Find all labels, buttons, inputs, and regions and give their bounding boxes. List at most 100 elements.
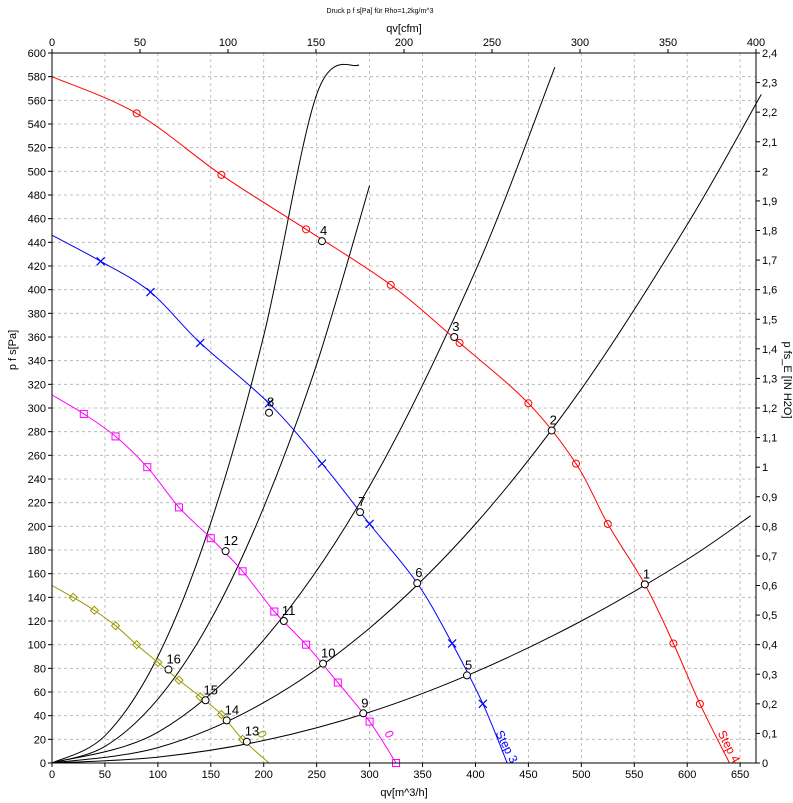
axes: 0 50 100 150 200 250 300 350 400 450 500 550 600 6500… bbox=[28, 37, 778, 781]
y-tick-label: 160 bbox=[28, 569, 46, 581]
y2-tick-label: 1,7 bbox=[762, 255, 777, 267]
operating-point-label-1: 1 bbox=[643, 566, 650, 581]
y2-tick-label: 1,1 bbox=[762, 433, 777, 445]
x-tick-label: 50 bbox=[99, 769, 111, 781]
series-1-marker bbox=[455, 338, 464, 347]
operating-point-11 bbox=[279, 617, 288, 625]
series-3-marker bbox=[206, 534, 215, 543]
series-4-marker bbox=[131, 639, 142, 650]
series-4-marker bbox=[237, 734, 248, 745]
series-4-marker bbox=[174, 675, 184, 685]
operating-point-5 bbox=[462, 671, 471, 680]
series-2-marker bbox=[96, 256, 106, 266]
y-tick-label: 20 bbox=[34, 734, 46, 746]
x2-tick-label: 200 bbox=[395, 37, 413, 49]
operating-point-label-10: 10 bbox=[321, 646, 335, 661]
operating-point-3 bbox=[450, 333, 459, 341]
top-axis-label: qv[cfm] bbox=[386, 23, 421, 35]
y2-tick-label: 2,1 bbox=[762, 137, 777, 149]
x-tick-label: 400 bbox=[466, 769, 484, 781]
x-tick-label: 600 bbox=[678, 769, 696, 781]
y-tick-label: 300 bbox=[28, 403, 46, 415]
series-2-marker bbox=[478, 699, 488, 709]
x2-tick-label: 400 bbox=[747, 37, 765, 49]
x-tick-label: 150 bbox=[202, 769, 220, 781]
operating-point-15 bbox=[201, 696, 210, 705]
x-axis-label: qv[m^3/h] bbox=[380, 787, 427, 799]
y-tick-label: 140 bbox=[28, 592, 46, 604]
series-1-marker bbox=[603, 519, 612, 528]
operating-point-label-4: 4 bbox=[320, 223, 327, 238]
series-1-marker bbox=[217, 170, 226, 179]
series-1-marker bbox=[572, 459, 581, 468]
y2-tick-label: 2,3 bbox=[762, 78, 777, 90]
y-tick-label: 440 bbox=[28, 237, 46, 249]
series-label-2: Step 3 bbox=[493, 728, 521, 766]
y2-tick-label: 0,8 bbox=[762, 521, 777, 533]
y-tick-label: 40 bbox=[34, 711, 46, 723]
system-curve-1 bbox=[51, 515, 751, 764]
grid bbox=[52, 53, 756, 763]
y-tick-label: 220 bbox=[28, 498, 46, 510]
series-line-4 bbox=[51, 585, 270, 764]
x-tick-label: 550 bbox=[625, 769, 643, 781]
series-1-marker bbox=[695, 699, 704, 708]
y2-tick-label: 0,2 bbox=[762, 699, 777, 711]
y-tick-label: 540 bbox=[28, 119, 46, 131]
x-tick-label: 200 bbox=[255, 769, 273, 781]
series-3-marker bbox=[302, 640, 311, 649]
y2-tick-label: 0,1 bbox=[762, 728, 777, 740]
operating-point-label-7: 7 bbox=[358, 494, 365, 509]
y2-tick-label: 0,3 bbox=[762, 669, 777, 681]
x-tick-label: 250 bbox=[307, 769, 325, 781]
y-tick-label: 0 bbox=[40, 758, 46, 770]
series-line-1 bbox=[51, 76, 730, 764]
x-tick-label: 0 bbox=[49, 769, 55, 781]
y2-tick-label: 0,5 bbox=[762, 610, 777, 622]
series-2-marker bbox=[264, 398, 274, 408]
y2-tick-label: 0,9 bbox=[762, 492, 777, 504]
y-tick-label: 460 bbox=[28, 214, 46, 226]
series-4-marker bbox=[110, 621, 121, 631]
series-1-marker bbox=[386, 280, 395, 289]
x2-tick-label: 0 bbox=[49, 37, 55, 49]
y2-tick-label: 2 bbox=[762, 166, 768, 178]
y-tick-label: 100 bbox=[28, 640, 46, 652]
operating-point-1 bbox=[640, 580, 649, 589]
series-4-marker bbox=[153, 657, 163, 668]
y2-tick-label: 1 bbox=[762, 462, 768, 474]
operating-point-10 bbox=[319, 659, 328, 668]
operating-point-label-8: 8 bbox=[267, 395, 274, 410]
system-curve-2 bbox=[51, 94, 762, 764]
x2-tick-label: 150 bbox=[307, 37, 325, 49]
y-tick-label: 480 bbox=[28, 190, 46, 202]
operating-point-label-16: 16 bbox=[166, 652, 180, 667]
operating-point-7 bbox=[356, 508, 365, 517]
y-tick-label: 200 bbox=[28, 521, 46, 533]
operating-point-label-9: 9 bbox=[361, 695, 368, 710]
y-tick-label: 240 bbox=[28, 474, 46, 486]
x-tick-label: 500 bbox=[572, 769, 590, 781]
y2-tick-label: 1,5 bbox=[762, 314, 777, 326]
y-tick-label: 600 bbox=[28, 48, 46, 60]
operating-point-13 bbox=[242, 737, 251, 746]
series-4-marker bbox=[216, 709, 227, 720]
operating-point-label-11: 11 bbox=[282, 603, 296, 618]
y-tick-label: 60 bbox=[34, 687, 46, 699]
operating-point-label-3: 3 bbox=[452, 319, 459, 334]
series-2-marker bbox=[195, 338, 205, 348]
y-tick-label: 380 bbox=[28, 308, 46, 320]
y2-tick-label: 1,2 bbox=[762, 403, 777, 415]
system-curve-4 bbox=[51, 185, 371, 764]
chart-title: Druck p f s[Pa] für Rho=1,2kg/m^3 bbox=[327, 8, 434, 15]
operating-point-16 bbox=[164, 665, 173, 674]
series-4-marker bbox=[68, 592, 78, 603]
operating-point-6 bbox=[413, 579, 422, 588]
y2-tick-label: 1,3 bbox=[762, 373, 777, 385]
y-tick-label: 120 bbox=[28, 616, 46, 628]
y2-tick-label: 1,6 bbox=[762, 285, 777, 297]
y-tick-label: 520 bbox=[28, 143, 46, 155]
x2-tick-label: 350 bbox=[659, 37, 677, 49]
y2-tick-label: 1,4 bbox=[762, 344, 777, 356]
operating-point-label-5: 5 bbox=[465, 657, 472, 672]
